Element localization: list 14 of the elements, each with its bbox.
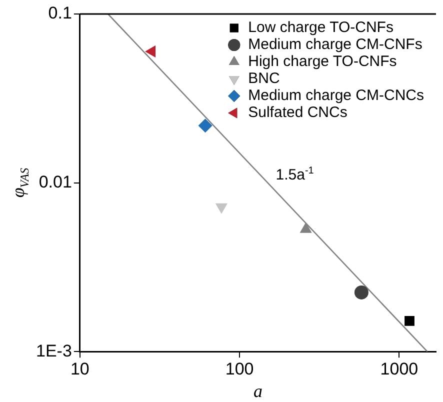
y-tick-label: 1E-3 bbox=[36, 341, 72, 360]
y-tick-label: 0.1 bbox=[48, 4, 72, 23]
x-tick-label: 1000 bbox=[380, 359, 418, 378]
legend-label: Medium charge CM-CNCs bbox=[248, 87, 424, 104]
x-tick-label: 10 bbox=[70, 359, 90, 378]
x-tick-label: 100 bbox=[225, 359, 254, 378]
legend-label: High charge TO-CNFs bbox=[248, 53, 397, 70]
legend-label: BNC bbox=[248, 70, 280, 88]
legend-label: Medium charge CM-CNFs bbox=[248, 36, 422, 54]
legend-label: Sulfated CNCs bbox=[248, 104, 348, 122]
legend-label: Low charge TO-CNFs bbox=[248, 19, 394, 36]
x-axis-title: a bbox=[253, 381, 262, 401]
y-axis-title: φVAS bbox=[8, 168, 32, 198]
y-tick-label: 0.01 bbox=[38, 172, 72, 192]
